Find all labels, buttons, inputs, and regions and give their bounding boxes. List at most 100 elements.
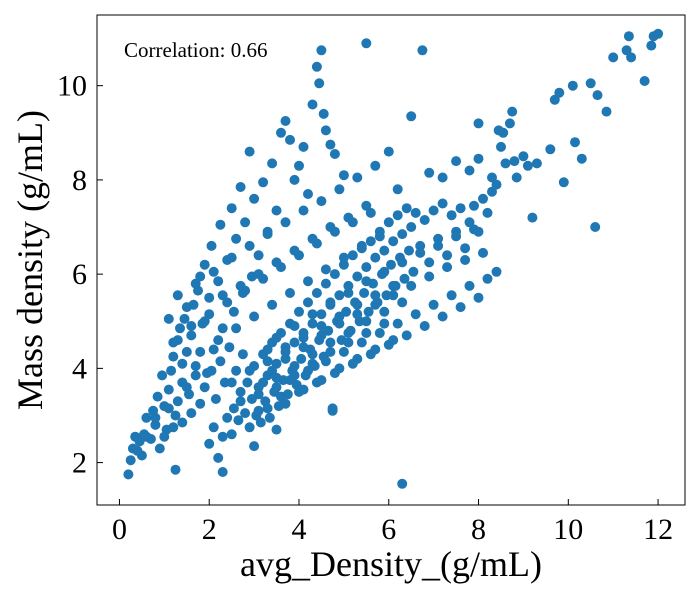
data-point <box>172 396 183 407</box>
data-point <box>379 245 390 256</box>
data-point <box>338 346 349 357</box>
data-point <box>170 410 181 421</box>
data-point <box>478 247 488 258</box>
data-point <box>249 193 260 204</box>
data-point <box>285 288 295 298</box>
data-point <box>406 111 417 122</box>
data-point <box>271 382 282 393</box>
data-point <box>338 170 349 181</box>
data-point <box>531 158 542 169</box>
data-point <box>186 408 197 419</box>
data-point <box>199 382 210 393</box>
data-point <box>123 469 134 480</box>
data-point <box>464 280 475 291</box>
data-point <box>469 200 479 211</box>
data-point <box>163 403 174 414</box>
data-point <box>226 377 237 388</box>
data-point <box>590 222 601 232</box>
data-point <box>379 306 390 317</box>
data-point <box>361 262 372 273</box>
data-point <box>267 158 278 169</box>
data-point <box>570 137 580 148</box>
data-point <box>235 386 246 397</box>
data-point <box>478 193 488 204</box>
data-point <box>307 318 318 329</box>
data-point <box>592 90 603 101</box>
data-point <box>442 262 453 273</box>
data-point <box>285 134 295 145</box>
data-point <box>280 398 291 409</box>
data-point <box>141 412 152 423</box>
data-point <box>473 153 484 164</box>
data-point <box>343 280 354 291</box>
data-point <box>455 203 466 214</box>
data-point <box>195 398 206 409</box>
data-point <box>298 342 309 353</box>
data-point <box>428 205 439 216</box>
data-point <box>500 158 511 169</box>
data-point <box>244 146 255 157</box>
data-point <box>399 273 410 284</box>
data-point <box>491 179 502 190</box>
data-point <box>311 61 322 72</box>
data-point <box>179 313 190 324</box>
data-point <box>639 76 650 86</box>
data-point <box>415 240 426 251</box>
data-point <box>325 337 336 348</box>
data-point <box>280 116 291 126</box>
data-point <box>392 318 403 329</box>
x-tick-label: 6 <box>381 513 396 546</box>
data-point <box>280 342 291 353</box>
data-point <box>507 106 518 117</box>
data-point <box>271 424 282 435</box>
data-point <box>554 87 565 98</box>
data-point <box>361 316 372 327</box>
data-point <box>253 405 264 416</box>
x-axis-ticks: 0 2 4 6 8 10 12 <box>112 499 673 546</box>
correlation-annotation: Correlation: 0.66 <box>124 38 267 62</box>
data-point <box>437 172 448 183</box>
data-point <box>226 429 237 440</box>
data-point <box>549 94 560 105</box>
data-point <box>280 217 291 228</box>
data-point <box>626 52 637 63</box>
data-point <box>280 353 291 364</box>
data-point <box>190 361 201 371</box>
data-point <box>397 297 408 308</box>
data-point <box>392 210 403 221</box>
data-point <box>585 78 596 89</box>
data-point <box>240 217 251 228</box>
data-point <box>199 316 210 327</box>
data-point <box>388 335 399 346</box>
data-point <box>356 240 367 251</box>
data-point <box>646 40 657 51</box>
data-point <box>455 302 466 313</box>
data-point <box>397 229 408 240</box>
data-point <box>482 207 493 218</box>
data-point <box>410 207 421 218</box>
data-point <box>469 224 479 235</box>
data-point <box>601 106 612 117</box>
data-point <box>235 280 246 291</box>
data-point <box>365 207 376 218</box>
data-point <box>361 276 372 287</box>
data-point <box>296 353 307 364</box>
data-point <box>154 443 165 454</box>
data-point <box>401 203 412 214</box>
data-point <box>401 330 412 341</box>
data-point <box>276 391 286 402</box>
data-point <box>567 80 578 91</box>
data-point <box>460 255 471 265</box>
data-point <box>415 247 426 258</box>
data-point <box>334 311 345 322</box>
data-point <box>464 217 475 228</box>
y-axis-ticks: 2 4 6 8 10 <box>57 70 103 480</box>
data-point <box>289 370 300 381</box>
data-point <box>190 370 201 381</box>
data-point <box>408 266 419 277</box>
data-point <box>558 177 569 188</box>
data-point <box>419 215 430 225</box>
data-point <box>210 394 221 404</box>
data-point <box>316 45 327 56</box>
data-point <box>325 297 336 308</box>
